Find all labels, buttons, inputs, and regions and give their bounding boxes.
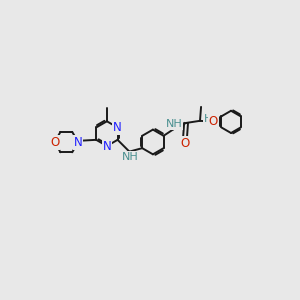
- Text: N: N: [74, 136, 82, 148]
- Text: NH: NH: [122, 152, 138, 162]
- Text: N: N: [103, 140, 111, 152]
- Text: O: O: [180, 137, 190, 150]
- Text: H: H: [204, 114, 212, 124]
- Text: N: N: [113, 121, 122, 134]
- Text: O: O: [209, 116, 218, 128]
- Text: NH: NH: [166, 119, 182, 129]
- Text: O: O: [50, 136, 59, 148]
